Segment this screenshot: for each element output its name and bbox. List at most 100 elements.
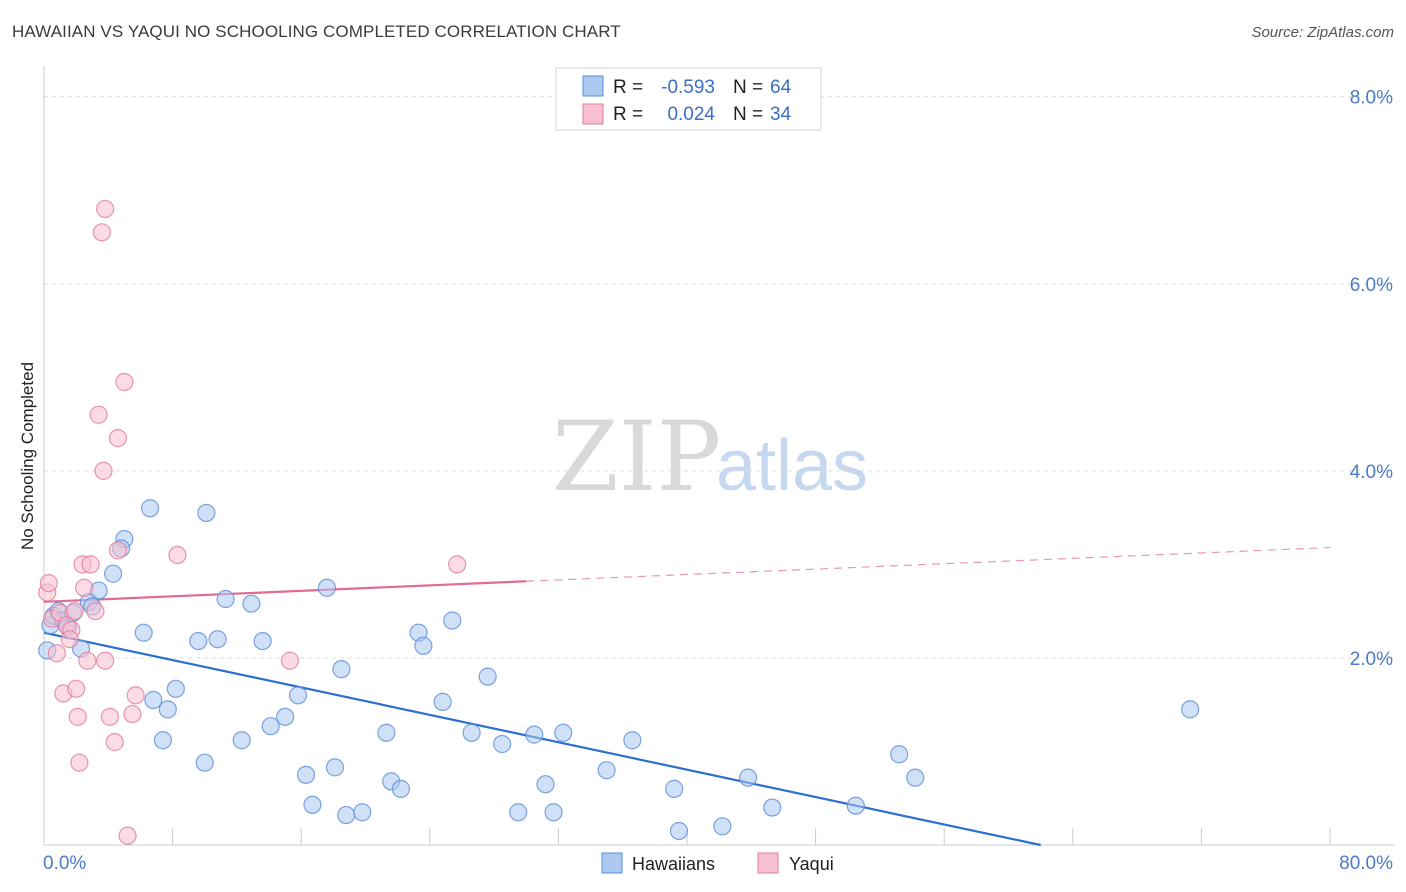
yaqui-point xyxy=(68,707,87,726)
y-tick-label: 2.0% xyxy=(1350,649,1393,670)
hawaiians-point xyxy=(763,798,782,817)
hawaiians-point xyxy=(377,723,396,742)
yaqui-point xyxy=(95,199,115,219)
yaqui-point xyxy=(94,461,113,480)
yaqui-point xyxy=(108,429,128,448)
bottom-legend-hawaiians: Hawaiians xyxy=(632,854,715,874)
hawaiians-point xyxy=(906,768,925,787)
x-tick-label-min: 0.0% xyxy=(43,853,86,874)
hawaiians-point xyxy=(140,499,160,518)
legend-swatch-hawaiians xyxy=(582,75,604,97)
hawaiians-point xyxy=(623,731,642,750)
hawaiians-point xyxy=(478,667,497,686)
hawaiians-point xyxy=(216,589,235,609)
watermark-zip: ZIP xyxy=(552,401,721,513)
hawaiians-point xyxy=(232,731,251,750)
yaqui-point xyxy=(92,223,111,242)
legend-r-value: -0.593 xyxy=(661,77,715,98)
hawaiians-point xyxy=(197,503,216,523)
yaqui-point xyxy=(86,602,105,621)
yaqui-point xyxy=(448,555,467,574)
hawaiians-point xyxy=(509,803,528,822)
hawaiians-point xyxy=(317,578,337,597)
hawaiians-point xyxy=(303,795,322,814)
yaqui-point xyxy=(126,686,145,705)
yaqui-point xyxy=(89,405,108,424)
yaqui-point xyxy=(78,651,97,670)
hawaiians-point xyxy=(536,775,555,794)
hawaiians-point xyxy=(153,731,173,750)
axes xyxy=(43,66,1395,846)
yaqui-trend-line xyxy=(43,580,527,603)
hawaiians-point xyxy=(738,768,758,787)
legend-r-label: R = xyxy=(613,104,643,125)
hawaiians-point xyxy=(104,564,123,583)
yaqui-point xyxy=(65,602,84,621)
hawaiians-point xyxy=(414,636,433,655)
hawaiians-point xyxy=(890,745,909,764)
bottom-legend-swatch-hawaiians xyxy=(601,852,623,874)
legend-r-value: 0.024 xyxy=(667,104,715,125)
legend-n-label: N = xyxy=(733,77,763,98)
hawaiians-point xyxy=(846,796,865,815)
hawaiians-point xyxy=(166,679,185,698)
yaqui-point xyxy=(75,578,94,597)
hawaiians-point xyxy=(189,631,208,651)
y-tick-label: 4.0% xyxy=(1350,462,1393,483)
hawaiians-point xyxy=(144,690,163,710)
trend-lines xyxy=(43,546,1331,847)
x-tick-label-max: 80.0% xyxy=(1339,853,1393,874)
y-axis-label: No Schooling Completed xyxy=(18,362,37,550)
y-tick-label: 6.0% xyxy=(1350,275,1393,296)
data-points xyxy=(38,199,1200,845)
hawaiians-point xyxy=(525,725,544,744)
gridlines xyxy=(44,96,1395,659)
hawaiians-point xyxy=(337,805,356,825)
legend-n-value: 34 xyxy=(770,104,792,125)
yaqui-point xyxy=(115,372,134,392)
hawaiians-point xyxy=(288,686,308,705)
hawaiians-point xyxy=(665,779,684,798)
hawaiians-point xyxy=(391,779,410,798)
yaqui-point xyxy=(60,630,79,649)
y-tick-label: 8.0% xyxy=(1350,88,1393,109)
hawaiians-point xyxy=(1181,700,1200,719)
yaqui-point xyxy=(118,826,137,845)
hawaiians-point xyxy=(195,753,214,772)
hawaiians-point xyxy=(134,623,153,642)
legend-n-label: N = xyxy=(733,104,763,125)
yaqui-point xyxy=(95,651,115,670)
yaqui-trend-line-extension xyxy=(526,546,1331,582)
yaqui-point xyxy=(47,644,66,663)
chart-title: HAWAIIAN VS YAQUI NO SCHOOLING COMPLETED… xyxy=(12,22,621,41)
hawaiians-point xyxy=(493,734,512,754)
yaqui-point xyxy=(105,733,124,752)
yaqui-point xyxy=(67,679,86,698)
legend-swatch-yaqui xyxy=(582,103,604,125)
hawaiians-point xyxy=(554,723,573,742)
hawaiians-point xyxy=(713,817,732,836)
yaqui-point xyxy=(81,555,100,574)
yaqui-point xyxy=(168,545,187,565)
bottom-legend-swatch-yaqui xyxy=(757,852,779,874)
yaqui-point xyxy=(100,707,120,726)
source-label: Source: ZipAtlas.com xyxy=(1251,24,1394,41)
hawaiians-point xyxy=(353,803,372,822)
hawaiians-point xyxy=(261,717,280,736)
hawaiians-point xyxy=(669,821,689,841)
hawaiians-point xyxy=(296,765,316,784)
hawaiians-point xyxy=(158,700,177,719)
hawaiians-point xyxy=(462,723,481,742)
yaqui-point xyxy=(123,704,142,724)
yaqui-point xyxy=(108,541,128,560)
hawaiians-point xyxy=(276,707,295,726)
bottom-legend-yaqui: Yaqui xyxy=(789,854,834,874)
hawaiians-point xyxy=(242,594,261,613)
hawaiians-point xyxy=(597,761,616,780)
watermark-atlas: atlas xyxy=(716,426,868,506)
stats-legend: R = -0.593 N = 64 R = 0.024 N = 34 xyxy=(555,67,822,131)
hawaiians-point xyxy=(208,630,227,649)
hawaiians-point xyxy=(325,758,345,777)
hawaiians-point xyxy=(253,631,272,651)
